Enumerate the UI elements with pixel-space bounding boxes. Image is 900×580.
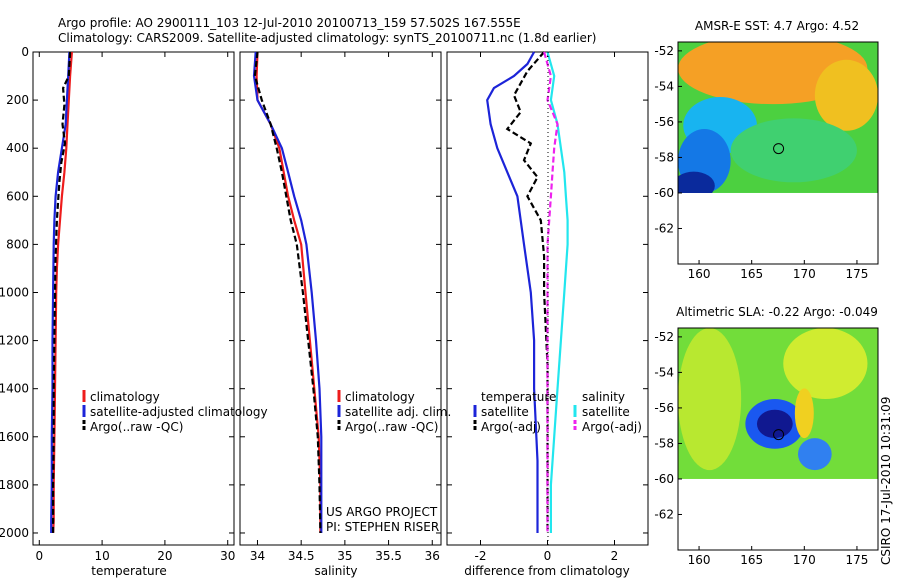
sla-map: 160 165 170 175 -52 -54 -56 -58 -60 -62: [654, 327, 879, 567]
y-tick-label: 800: [6, 237, 29, 251]
y-tick-label: 1200: [0, 334, 29, 348]
salinity-axes-frame: [239, 51, 442, 546]
series-line-argo-raw-qc-: [51, 51, 72, 533]
map-y-tick-label: -52: [654, 44, 674, 58]
difference-xlabel: difference from climatology: [464, 564, 630, 578]
map-y-tick-label: -56: [654, 115, 674, 129]
x-tick-label: 35: [337, 549, 352, 563]
sla-map-title: Altimetric SLA: -0.22 Argo: -0.049: [676, 305, 878, 319]
y-tick-label: 200: [6, 93, 29, 107]
map-y-tick-label: -54: [654, 365, 674, 379]
series-line-temperature-satellite: [486, 51, 539, 533]
x-tick-label: 30: [220, 549, 235, 563]
legend-label-argo: Argo(..raw -QC): [90, 420, 183, 434]
x-tick-label: 20: [157, 549, 172, 563]
float-position-marker: [773, 429, 785, 441]
y-tick-label: 0: [21, 45, 29, 59]
map-x-tick-label: 175: [845, 267, 868, 281]
credit-text: CSIRO 17-Jul-2010 10:31:09: [879, 397, 893, 565]
y-tick-label: 2000: [0, 526, 29, 540]
temperature-plot: 0 10 20 30 0 200 400 600 800 1000 1200 1400 1600 1800…: [0, 45, 235, 563]
map-x-tick-label: 170: [793, 267, 816, 281]
map-x-tick-label: 170: [793, 553, 816, 567]
legend-label-satellite-adj: satellite adj. clim.: [345, 405, 451, 419]
project-name: US ARGO PROJECT: [326, 505, 438, 519]
map-y-tick-label: -62: [654, 507, 674, 521]
map-x-tick-label: 165: [740, 267, 763, 281]
series-line-satellite-adj-clim-: [252, 51, 323, 533]
legend-group-title-salinity: salinity: [582, 390, 625, 404]
map-y-tick-label: -58: [654, 436, 674, 450]
x-tick-label: -2: [475, 549, 487, 563]
map-y-tick-label: -58: [654, 150, 674, 164]
map-x-tick-label: 160: [688, 267, 711, 281]
salinity-plot: 34 34.5 35 35.5 36: [240, 51, 441, 563]
map-blob: [814, 59, 878, 131]
series-line-salinity-satellite: [546, 51, 569, 533]
x-tick-label: 35.5: [375, 549, 402, 563]
legend-label-sal-argo: Argo(-adj): [582, 420, 642, 434]
legend-label-sal-satellite: satellite: [582, 405, 630, 419]
y-tick-label: 400: [6, 141, 29, 155]
y-tick-label: 1800: [0, 478, 29, 492]
map-y-tick-label: -52: [654, 330, 674, 344]
map-blob: [798, 438, 832, 471]
salinity-legend: climatology satellite adj. clim. Argo(..…: [337, 390, 451, 434]
map-blob: [678, 171, 715, 193]
legend-group-title-temperature: temperature: [481, 390, 556, 404]
sst-map-title: AMSR-E SST: 4.7 Argo: 4.52: [695, 19, 859, 33]
x-tick-label: 2: [611, 549, 619, 563]
series-line-argo-raw-qc-: [253, 51, 322, 534]
map-blob: [783, 328, 868, 400]
float-position-marker: [773, 143, 785, 155]
map-frame: [677, 327, 879, 551]
figure-title-line-2: Climatology: CARS2009. Satellite-adjuste…: [58, 31, 596, 45]
x-tick-label: 0: [544, 549, 552, 563]
legend-label-climatology: climatology: [90, 390, 160, 404]
x-tick-label: 36: [425, 549, 440, 563]
map-x-tick-label: 175: [845, 553, 868, 567]
map-blob: [794, 388, 814, 439]
x-tick-label: 34.5: [288, 549, 315, 563]
map-field: [678, 42, 878, 193]
legend-label-climatology: climatology: [345, 390, 415, 404]
series-line-satellite-adjusted-climatology: [50, 51, 71, 533]
series-line-temperature-argo-adj-: [505, 51, 549, 533]
map-y-tick-label: -54: [654, 79, 674, 93]
map-x-tick-label: 160: [688, 553, 711, 567]
x-tick-label: 34: [250, 549, 265, 563]
temperature-axes-frame: [32, 51, 235, 546]
map-y-tick-label: -60: [654, 186, 674, 200]
project-pi: PI: STEPHEN RISER: [326, 520, 439, 534]
x-tick-label: 0: [35, 549, 43, 563]
legend-label-temp-argo: Argo(-adj): [481, 420, 541, 434]
map-x-tick-label: 165: [740, 553, 763, 567]
series-line-salinity-argo-adj-: [543, 51, 559, 533]
salinity-xlabel: salinity: [314, 564, 357, 578]
series-line-climatology: [52, 51, 73, 534]
y-tick-label: 600: [6, 189, 29, 203]
map-blob: [756, 409, 793, 439]
map-field: [678, 328, 868, 471]
temperature-legend: climatology satellite-adjusted climatolo…: [82, 390, 268, 434]
legend-label-argo: Argo(..raw -QC): [345, 420, 438, 434]
temperature-xlabel: temperature: [91, 564, 166, 578]
map-blob: [678, 328, 742, 471]
sst-map: 160 165 170 175 -52 -54 -56 -58 -60 -62: [654, 41, 879, 281]
figure-title-line-1: Argo profile: AO 2900111_103 12-Jul-2010…: [58, 16, 521, 30]
y-tick-label: 1000: [0, 285, 29, 299]
map-y-tick-label: -60: [654, 472, 674, 486]
y-tick-label: 1400: [0, 382, 29, 396]
legend-label-satellite-adjusted: satellite-adjusted climatology: [90, 405, 268, 419]
map-blob: [730, 118, 857, 183]
legend-label-temp-satellite: satellite: [481, 405, 529, 419]
y-tick-label: 1600: [0, 430, 29, 444]
difference-legend: temperature satellite Argo(-adj) salinit…: [473, 390, 642, 434]
x-tick-label: 10: [94, 549, 109, 563]
map-frame: [677, 41, 879, 265]
map-y-tick-label: -56: [654, 401, 674, 415]
map-y-tick-label: -62: [654, 221, 674, 235]
